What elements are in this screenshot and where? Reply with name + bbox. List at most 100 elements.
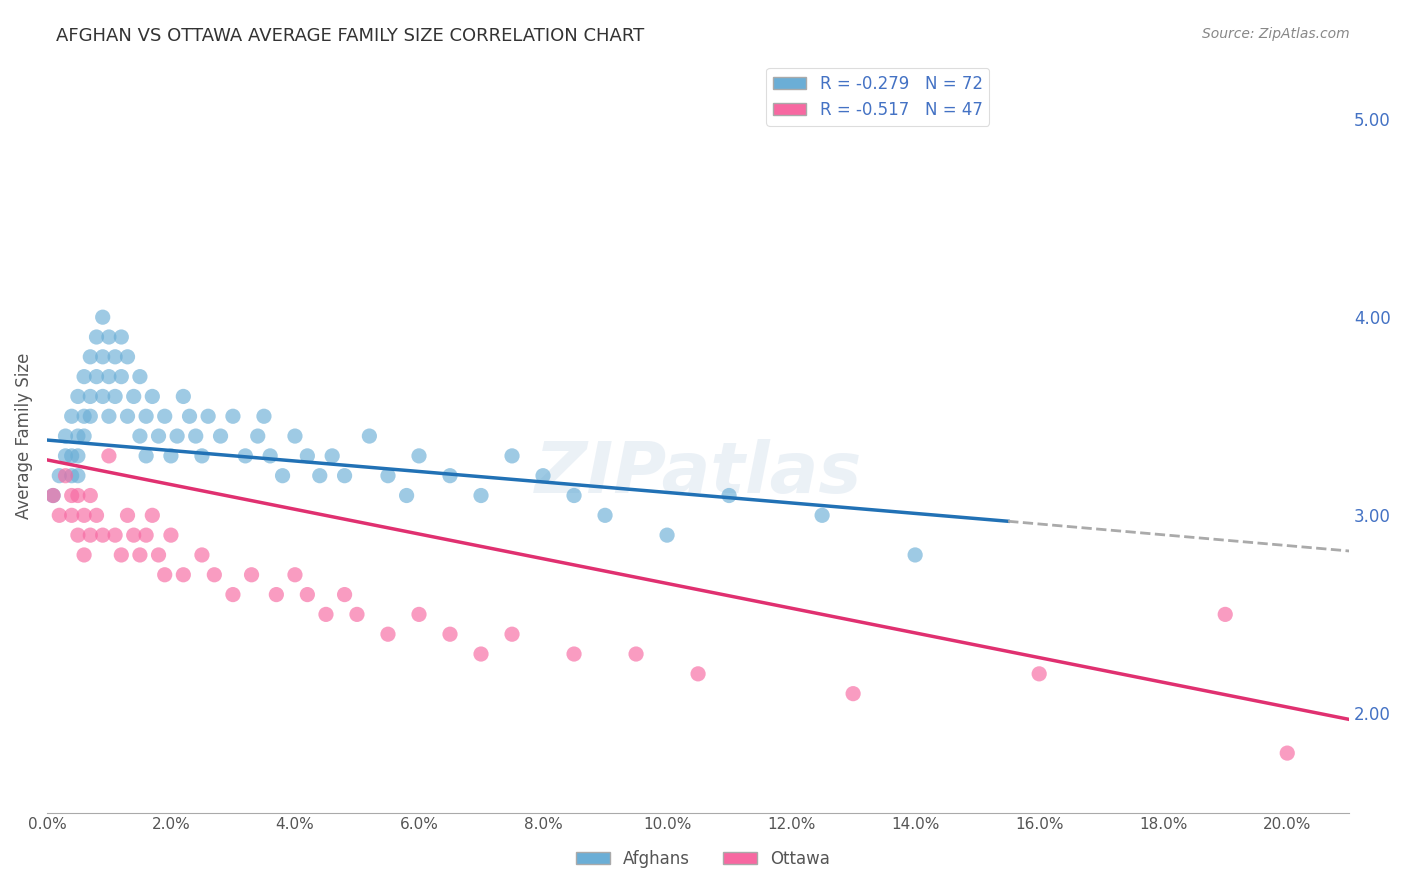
Point: [562, 647, 585, 661]
Point: [191, 548, 214, 562]
Legend: R = -0.279   N = 72, R = -0.517   N = 47: R = -0.279 N = 72, R = -0.517 N = 47: [766, 68, 990, 126]
Point: [55, 429, 77, 443]
Point: [60, 508, 83, 523]
Point: [66, 468, 89, 483]
Point: [86, 508, 108, 523]
Point: [259, 449, 281, 463]
Point: [160, 449, 183, 463]
Point: [135, 528, 157, 542]
Point: [233, 449, 256, 463]
Point: [184, 429, 207, 443]
Point: [117, 350, 139, 364]
Point: [129, 429, 152, 443]
Point: [91, 310, 114, 325]
Point: [202, 567, 225, 582]
Point: [66, 429, 89, 443]
Point: [141, 508, 163, 523]
Point: [166, 429, 188, 443]
Point: [42, 489, 65, 503]
Point: [79, 409, 101, 424]
Point: [811, 508, 834, 523]
Point: [86, 330, 108, 344]
Y-axis label: Average Family Size: Average Family Size: [15, 353, 32, 519]
Point: [91, 528, 114, 542]
Point: [531, 468, 554, 483]
Point: [160, 528, 183, 542]
Point: [141, 389, 163, 403]
Point: [73, 369, 96, 384]
Point: [129, 369, 152, 384]
Point: [122, 528, 145, 542]
Text: AFGHAN VS OTTAWA AVERAGE FAMILY SIZE CORRELATION CHART: AFGHAN VS OTTAWA AVERAGE FAMILY SIZE COR…: [56, 27, 644, 45]
Point: [117, 409, 139, 424]
Point: [110, 369, 132, 384]
Point: [48, 468, 70, 483]
Point: [333, 588, 356, 602]
Point: [593, 508, 616, 523]
Point: [104, 389, 127, 403]
Point: [110, 330, 132, 344]
Point: [91, 350, 114, 364]
Point: [148, 429, 170, 443]
Point: [86, 369, 108, 384]
Point: [377, 468, 399, 483]
Point: [253, 409, 276, 424]
Point: [117, 508, 139, 523]
Point: [79, 489, 101, 503]
Point: [153, 409, 176, 424]
Text: Source: ZipAtlas.com: Source: ZipAtlas.com: [1202, 27, 1350, 41]
Point: [104, 350, 127, 364]
Point: [209, 429, 232, 443]
Point: [79, 350, 101, 364]
Point: [104, 528, 127, 542]
Point: [297, 588, 319, 602]
Point: [48, 508, 70, 523]
Point: [408, 607, 430, 622]
Point: [172, 567, 194, 582]
Point: [79, 528, 101, 542]
Point: [359, 429, 381, 443]
Point: [60, 449, 83, 463]
Point: [246, 429, 269, 443]
Point: [284, 429, 307, 443]
Point: [222, 588, 245, 602]
Point: [55, 468, 77, 483]
Point: [60, 468, 83, 483]
Point: [97, 409, 120, 424]
Point: [135, 449, 157, 463]
Point: [148, 548, 170, 562]
Point: [842, 687, 865, 701]
Text: ZIPatlas: ZIPatlas: [534, 439, 862, 508]
Point: [271, 468, 294, 483]
Point: [297, 449, 319, 463]
Point: [266, 588, 288, 602]
Point: [1028, 666, 1050, 681]
Point: [1213, 607, 1236, 622]
Point: [1277, 746, 1299, 760]
Point: [60, 409, 83, 424]
Point: [240, 567, 263, 582]
Point: [153, 567, 176, 582]
Point: [562, 489, 585, 503]
Point: [73, 548, 96, 562]
Point: [470, 647, 492, 661]
Point: [222, 409, 245, 424]
Point: [73, 508, 96, 523]
Point: [284, 567, 307, 582]
Point: [66, 449, 89, 463]
Point: [315, 607, 337, 622]
Point: [395, 489, 418, 503]
Point: [439, 468, 461, 483]
Point: [308, 468, 330, 483]
Point: [73, 409, 96, 424]
Point: [55, 449, 77, 463]
Point: [624, 647, 647, 661]
Point: [110, 548, 132, 562]
Point: [321, 449, 343, 463]
Point: [191, 449, 214, 463]
Point: [122, 389, 145, 403]
Point: [346, 607, 368, 622]
Point: [377, 627, 399, 641]
Point: [79, 389, 101, 403]
Point: [197, 409, 219, 424]
